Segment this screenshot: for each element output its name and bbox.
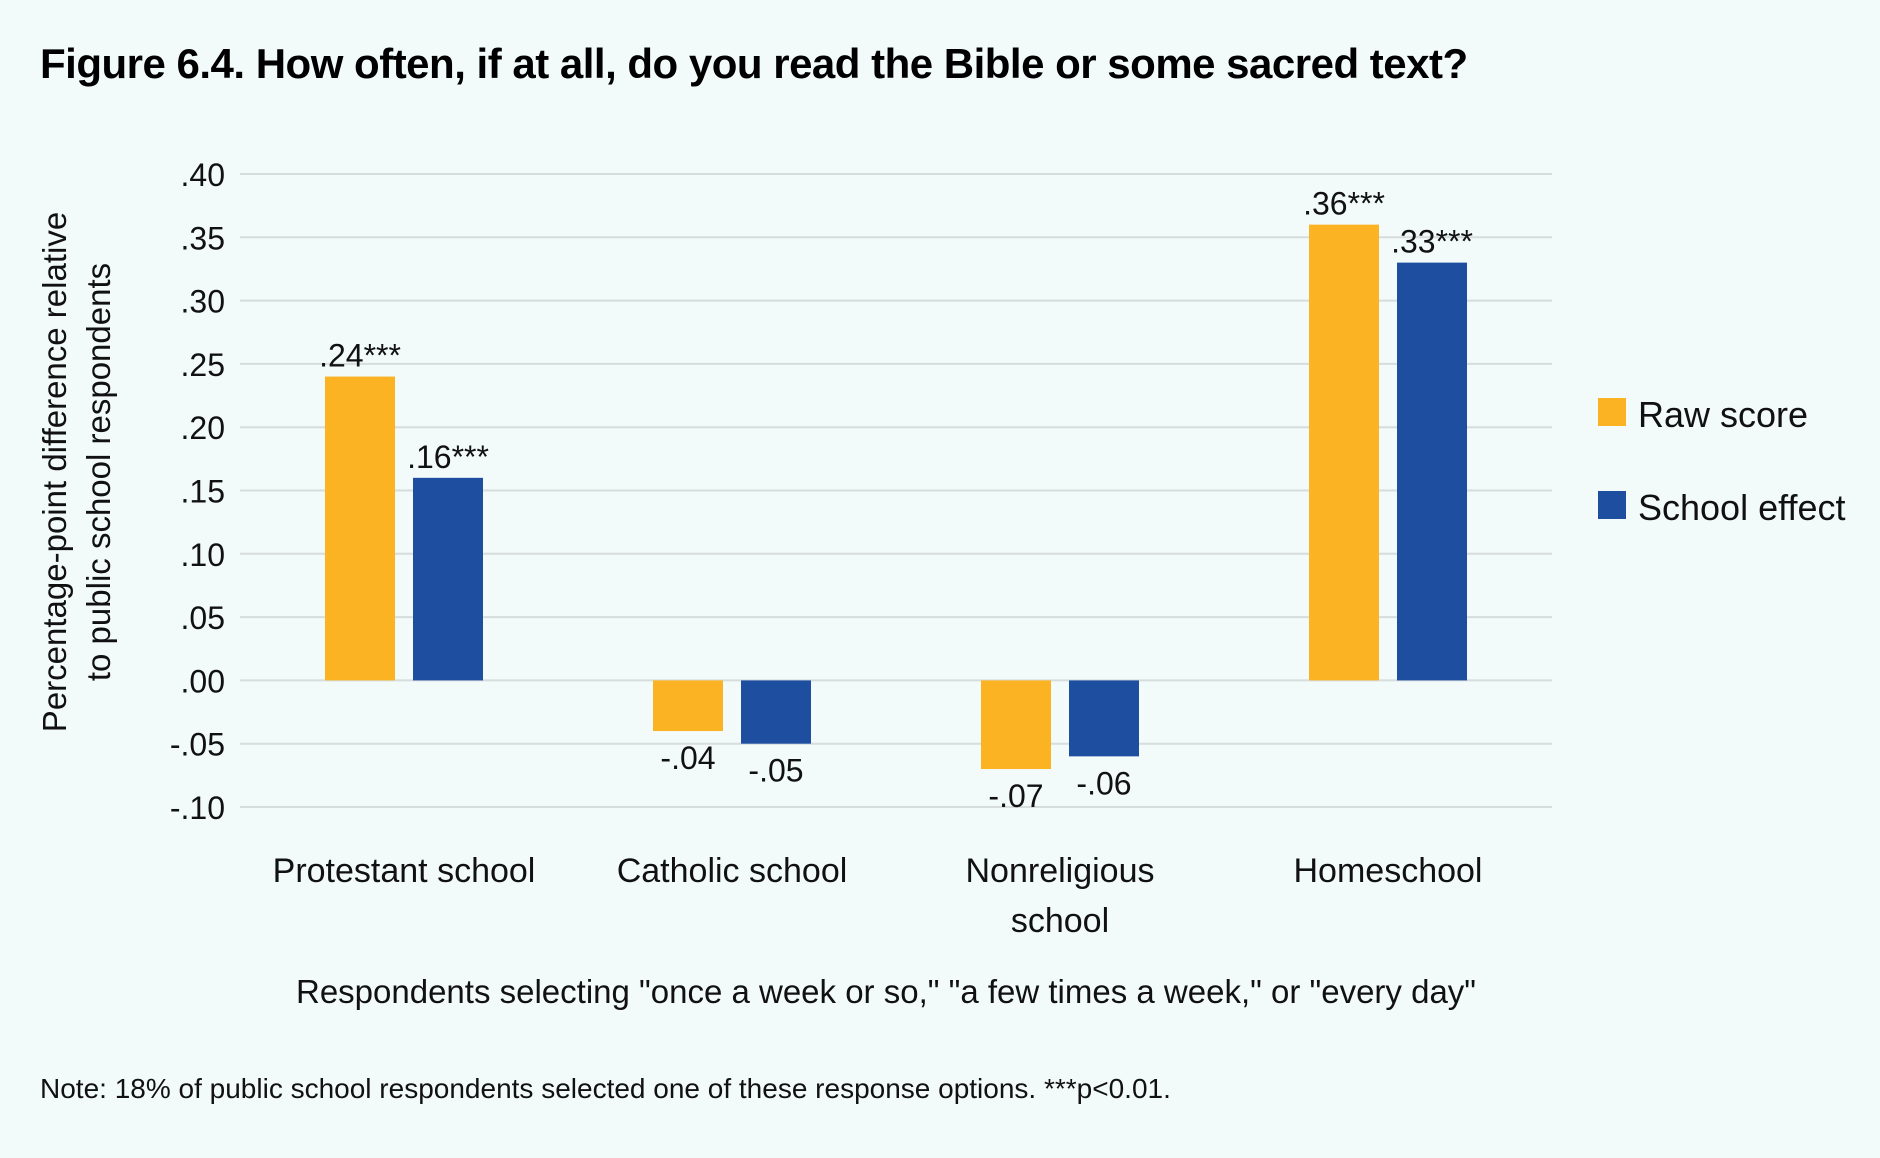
x-tick-label: Nonreligious (966, 852, 1155, 890)
data-label: -.04 (660, 740, 715, 776)
y-tick-label: .20 (181, 410, 225, 446)
bar-school-effect (1397, 262, 1467, 681)
x-axis-title: Respondents selecting "once a week or so… (296, 973, 1476, 1010)
data-label: .33*** (1391, 224, 1473, 260)
legend-swatch-school-effect (1598, 491, 1626, 519)
y-tick-label: .05 (181, 600, 225, 636)
chart-title: Figure 6.4. How often, if at all, do you… (40, 40, 1468, 87)
legend-label-school-effect: School effect (1638, 487, 1846, 528)
y-tick-label: .35 (181, 220, 225, 256)
data-label: .16*** (407, 439, 489, 475)
bar-raw-score (981, 680, 1051, 770)
y-tick-label: -.05 (170, 727, 225, 763)
y-tick-label: .40 (181, 157, 225, 193)
y-tick-label: .15 (181, 474, 225, 510)
y-tick-label: .00 (181, 663, 225, 699)
x-tick-label: Catholic school (617, 852, 848, 890)
y-tick-label: .25 (181, 347, 225, 383)
y-tick-label: -.10 (170, 790, 225, 826)
data-label: -.05 (748, 753, 803, 789)
bar-school-effect (1069, 680, 1139, 757)
chart-note: Note: 18% of public school respondents s… (40, 1073, 1171, 1104)
data-label: .36*** (1303, 186, 1385, 222)
bar-raw-score (653, 680, 723, 732)
data-label: -.07 (988, 778, 1043, 814)
bar-school-effect (741, 680, 811, 744)
bar-raw-score (325, 376, 395, 681)
y-axis-title: to public school respondents (80, 263, 117, 681)
x-tick-label: Protestant school (273, 852, 536, 890)
y-tick-label: .10 (181, 537, 225, 573)
x-tick-label: school (1011, 902, 1109, 940)
y-axis-title: Percentage-point difference relative (36, 212, 73, 732)
legend-swatch-raw-score (1598, 398, 1626, 426)
y-tick-label: .30 (181, 284, 225, 320)
data-label: -.06 (1076, 765, 1131, 801)
x-tick-label: Homeschool (1294, 852, 1483, 890)
bar-raw-score (1309, 224, 1379, 681)
bar-school-effect (413, 477, 483, 681)
legend-label-raw-score: Raw score (1638, 394, 1809, 435)
data-label: .24*** (319, 338, 401, 374)
